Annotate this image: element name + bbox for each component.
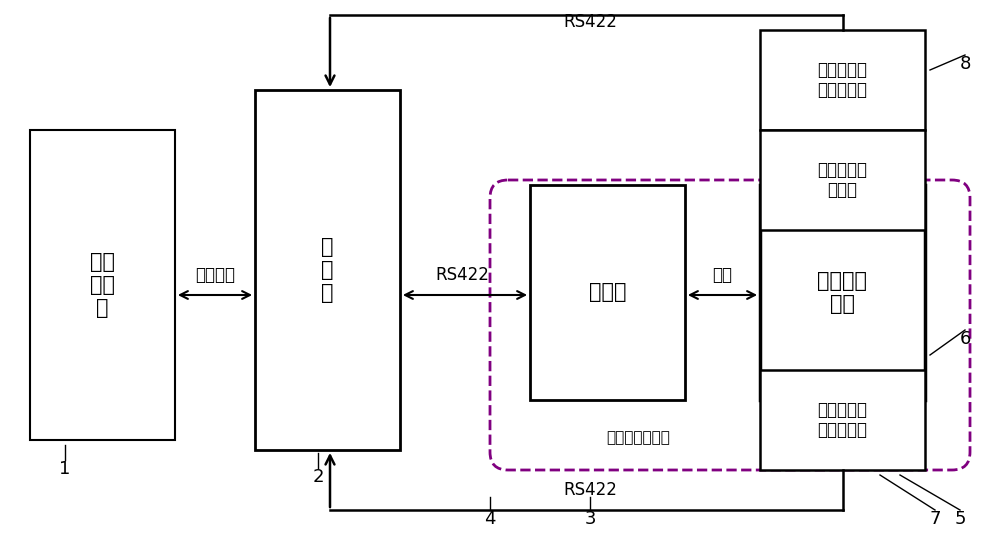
Text: 1: 1 (59, 460, 71, 478)
Text: 5: 5 (954, 510, 966, 528)
Text: 6: 6 (959, 330, 971, 348)
Text: 宽频带、高
精度陀螺仪: 宽频带、高 精度陀螺仪 (818, 401, 868, 439)
Bar (760, 185, 925, 400)
Text: RS422: RS422 (563, 481, 617, 499)
Text: 主控
计算
机: 主控 计算 机 (90, 252, 115, 318)
Text: 7: 7 (929, 510, 941, 528)
Bar (255, 90, 400, 450)
Text: 仿
真
机: 仿 真 机 (321, 237, 334, 303)
Text: 控制柜: 控制柜 (589, 282, 626, 302)
Text: 8: 8 (959, 55, 971, 73)
Bar (530, 185, 685, 400)
Text: RS422: RS422 (435, 266, 489, 284)
Text: 高精度两轴转台: 高精度两轴转台 (606, 430, 670, 445)
Bar (760, 130, 925, 230)
Text: RS422: RS422 (563, 13, 617, 31)
Bar (760, 30, 925, 130)
Bar (30, 130, 175, 440)
Text: 宽频带、高
精度陀螺仪: 宽频带、高 精度陀螺仪 (818, 61, 868, 100)
Text: 电缆: 电缆 (712, 266, 732, 284)
Bar (760, 370, 925, 470)
Text: 两轴转台
台体: 两轴转台 台体 (818, 271, 868, 314)
Text: 光电惯性稳
定平台: 光电惯性稳 定平台 (818, 161, 868, 200)
Text: 4: 4 (484, 510, 496, 528)
Text: 3: 3 (584, 510, 596, 528)
Text: 2: 2 (312, 468, 324, 486)
Text: 千兆网口: 千兆网口 (195, 266, 235, 284)
